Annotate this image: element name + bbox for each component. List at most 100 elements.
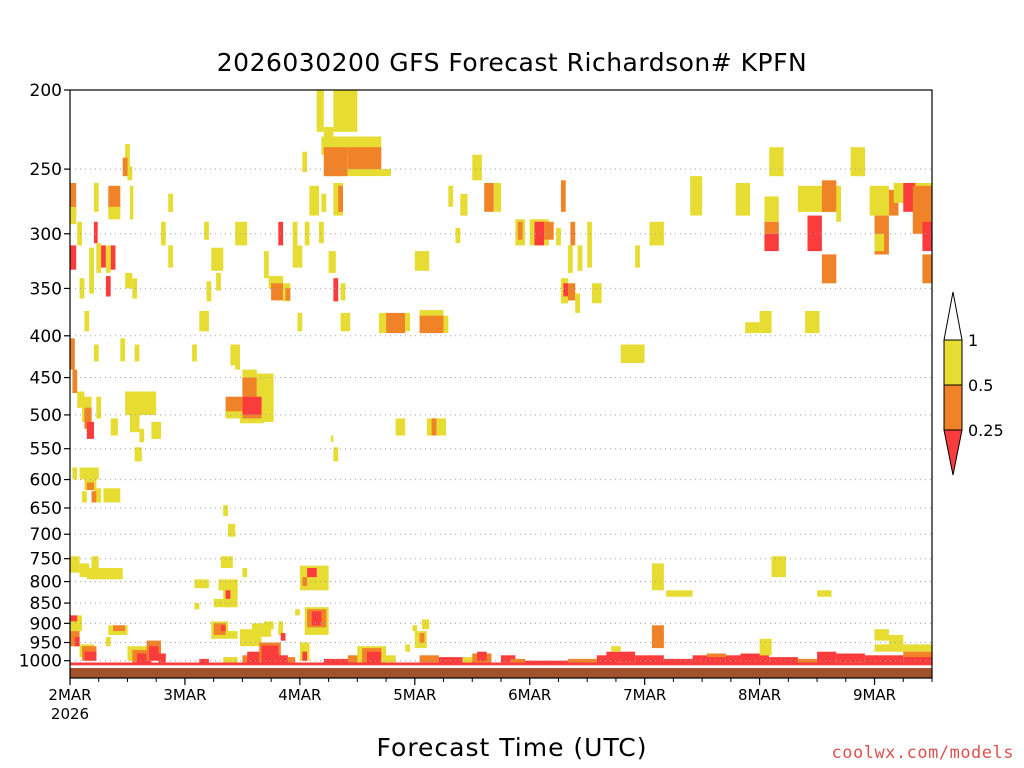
ri-cell bbox=[91, 556, 99, 568]
ri-cell bbox=[113, 625, 126, 632]
ri-cell bbox=[651, 625, 664, 649]
ri-cell bbox=[570, 221, 576, 246]
ri-cell bbox=[836, 209, 841, 222]
ri-cell bbox=[168, 193, 173, 212]
ri-cell bbox=[74, 636, 80, 647]
ri-cell bbox=[692, 655, 741, 665]
chart-title: 2026030200 GFS Forecast Richardson# KPFN bbox=[216, 48, 808, 77]
ri-cell bbox=[125, 144, 130, 167]
x-tick-label: 4MAR bbox=[278, 686, 321, 704]
ri-cell bbox=[568, 283, 576, 301]
y-tick-label: 500 bbox=[30, 406, 62, 426]
ri-cell bbox=[817, 651, 837, 665]
ri-cell bbox=[79, 563, 90, 578]
ri-cell bbox=[292, 245, 303, 268]
ri-cell bbox=[534, 221, 545, 246]
ri-cell bbox=[797, 658, 818, 665]
ri-cell bbox=[297, 312, 303, 332]
ri-cell bbox=[70, 338, 75, 370]
ri-cell bbox=[903, 651, 932, 658]
ri-cell bbox=[874, 644, 932, 652]
x-axis-label: Forecast Time (UTC) bbox=[376, 733, 648, 762]
ri-cell bbox=[484, 183, 494, 212]
ri-cell bbox=[84, 311, 90, 332]
ri-cell bbox=[472, 154, 482, 181]
ri-cell bbox=[745, 322, 760, 334]
ri-cell bbox=[874, 233, 885, 252]
ri-cell bbox=[378, 312, 387, 334]
ri-cell bbox=[194, 603, 200, 610]
ri-cell bbox=[235, 221, 248, 246]
ri-cell bbox=[620, 344, 645, 363]
ri-cell bbox=[836, 653, 865, 663]
ri-cell bbox=[84, 407, 92, 429]
ri-cell bbox=[206, 281, 212, 302]
ri-cell bbox=[577, 245, 583, 271]
ri-cell bbox=[493, 183, 501, 212]
ri-cell bbox=[242, 414, 262, 421]
ri-cell bbox=[70, 615, 78, 622]
legend-bin bbox=[943, 384, 963, 431]
ri-cell bbox=[139, 428, 145, 443]
ri-cell bbox=[690, 176, 703, 216]
ri-cell bbox=[103, 488, 121, 503]
ri-cell bbox=[204, 221, 209, 240]
ri-cell bbox=[316, 90, 324, 132]
ri-cell bbox=[194, 579, 209, 589]
ri-cell bbox=[821, 180, 837, 212]
ri-cell bbox=[220, 625, 226, 632]
ri-cell bbox=[299, 642, 310, 661]
ri-cell bbox=[333, 90, 358, 132]
ri-cell bbox=[850, 147, 865, 177]
legend-label: 0.25 bbox=[968, 421, 1004, 440]
ri-cell bbox=[79, 278, 85, 299]
ri-cell bbox=[764, 196, 779, 222]
ri-cell bbox=[287, 657, 296, 665]
ri-cell bbox=[663, 658, 693, 665]
ri-cell bbox=[865, 655, 904, 665]
ri-cell bbox=[323, 658, 358, 665]
ri-cell bbox=[307, 568, 317, 578]
ri-cell bbox=[93, 488, 102, 503]
ri-cell bbox=[89, 247, 94, 268]
x-tick-label: 2MAR bbox=[48, 686, 91, 704]
ri-cell bbox=[309, 185, 319, 216]
ri-cell bbox=[412, 625, 418, 632]
ri-cell bbox=[168, 245, 173, 268]
y-tick-label: 450 bbox=[30, 369, 62, 389]
ri-cell bbox=[225, 411, 243, 419]
ri-cell bbox=[199, 658, 209, 665]
ri-cell bbox=[93, 221, 98, 244]
ri-cell bbox=[903, 183, 916, 212]
ri-cell bbox=[105, 636, 111, 647]
ri-cell bbox=[77, 221, 82, 246]
legend-bin-top bbox=[943, 291, 963, 341]
legend-label: 0.5 bbox=[968, 376, 993, 395]
ri-cell bbox=[70, 183, 77, 216]
ri-cell bbox=[161, 221, 166, 246]
ri-cell bbox=[448, 185, 454, 207]
legend-bin bbox=[943, 339, 963, 386]
ri-cell bbox=[120, 338, 126, 362]
ri-cell bbox=[223, 505, 228, 516]
ri-cell bbox=[273, 655, 288, 665]
ri-cell bbox=[158, 653, 166, 663]
ri-cell bbox=[125, 391, 157, 415]
ri-cell bbox=[455, 227, 461, 244]
ri-cell bbox=[340, 312, 351, 332]
ri-cell bbox=[735, 183, 751, 216]
ri-cell bbox=[72, 467, 78, 480]
ri-cell bbox=[70, 245, 77, 270]
ri-cell bbox=[764, 233, 779, 252]
ri-cell bbox=[817, 590, 832, 597]
legend: 1 0.5 0.25 bbox=[943, 291, 1004, 476]
ri-cell bbox=[137, 653, 152, 665]
ri-cell bbox=[759, 638, 772, 656]
ri-cell bbox=[230, 344, 240, 366]
ri-cell bbox=[129, 185, 134, 220]
ri-cell bbox=[340, 283, 346, 301]
ri-cell bbox=[321, 193, 327, 212]
ri-cell bbox=[192, 344, 197, 362]
ri-cell bbox=[125, 272, 133, 289]
